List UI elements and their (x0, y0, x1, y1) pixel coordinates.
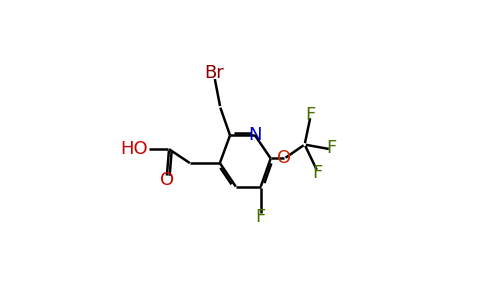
Text: F: F (312, 164, 322, 182)
Text: N: N (248, 126, 262, 144)
Text: F: F (327, 139, 337, 157)
Text: O: O (160, 171, 174, 189)
Text: O: O (277, 149, 292, 167)
Text: Br: Br (205, 64, 225, 82)
Text: F: F (305, 106, 316, 124)
Text: F: F (256, 208, 266, 226)
Text: HO: HO (120, 140, 148, 158)
